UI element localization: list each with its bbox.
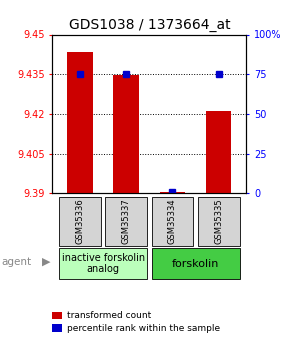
Text: transformed count: transformed count xyxy=(67,311,151,320)
FancyBboxPatch shape xyxy=(152,197,193,246)
FancyBboxPatch shape xyxy=(152,248,240,279)
FancyBboxPatch shape xyxy=(59,248,147,279)
Bar xyxy=(113,76,139,193)
Title: GDS1038 / 1373664_at: GDS1038 / 1373664_at xyxy=(68,18,230,32)
Bar xyxy=(67,52,93,193)
FancyBboxPatch shape xyxy=(59,197,101,246)
Text: forskolin: forskolin xyxy=(172,259,219,268)
Text: GSM35337: GSM35337 xyxy=(122,198,131,244)
Text: GSM35334: GSM35334 xyxy=(168,198,177,244)
Text: inactive forskolin
analog: inactive forskolin analog xyxy=(61,253,145,274)
Text: agent: agent xyxy=(1,257,32,267)
Text: GSM35336: GSM35336 xyxy=(75,198,84,244)
FancyBboxPatch shape xyxy=(105,197,147,246)
Bar xyxy=(160,192,185,193)
Bar xyxy=(206,111,231,193)
Text: percentile rank within the sample: percentile rank within the sample xyxy=(67,324,220,333)
FancyBboxPatch shape xyxy=(198,197,240,246)
Text: GSM35335: GSM35335 xyxy=(214,198,223,244)
Text: ▶: ▶ xyxy=(42,257,50,267)
